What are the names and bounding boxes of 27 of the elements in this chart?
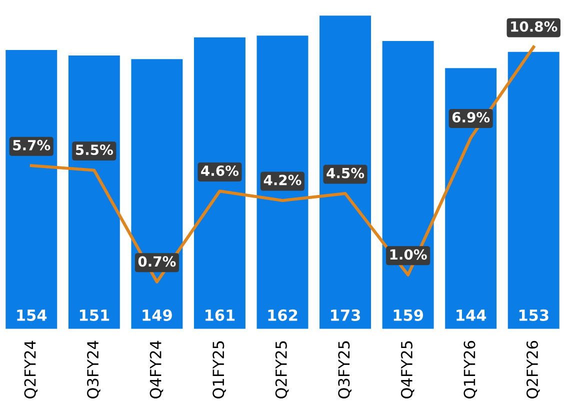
data-label: 5.7% — [13, 140, 50, 150]
data-label: 159 — [394, 309, 424, 321]
x-tick-label: Q3FY24 — [87, 340, 100, 398]
data-label: 149 — [142, 309, 172, 321]
data-label: 4.2% — [264, 174, 302, 186]
data-label: 144 — [456, 310, 486, 321]
data-label: 0.7% — [138, 256, 176, 267]
x-tick-label: Q4FY25 — [400, 341, 414, 398]
data-label: 161 — [206, 309, 235, 321]
x-tick-label: Q3FY25 — [338, 341, 352, 398]
data-label: 173 — [331, 309, 360, 321]
data-label: 6.9% — [452, 112, 490, 122]
x-tick-label: Q1FY25 — [212, 341, 226, 398]
x-tick-label: Q2FY24 — [24, 340, 38, 398]
x-tick-label: Q4FY24 — [150, 340, 164, 398]
x-tick-label: Q1FY26 — [464, 340, 478, 398]
data-label: 162 — [268, 309, 298, 321]
data-label: 153 — [519, 309, 548, 321]
data-label: 154 — [17, 310, 47, 321]
x-tick-label: Q2FY26 — [526, 340, 540, 398]
data-label: 10.8% — [511, 21, 558, 32]
data-label: 1.0% — [390, 249, 427, 260]
data-label: 151 — [80, 310, 110, 321]
data-label: 4.5% — [326, 168, 364, 178]
x-tick-label: Q2FY25 — [275, 341, 289, 398]
data-label: 4.6% — [201, 165, 239, 176]
data-label: 5.5% — [76, 144, 113, 156]
